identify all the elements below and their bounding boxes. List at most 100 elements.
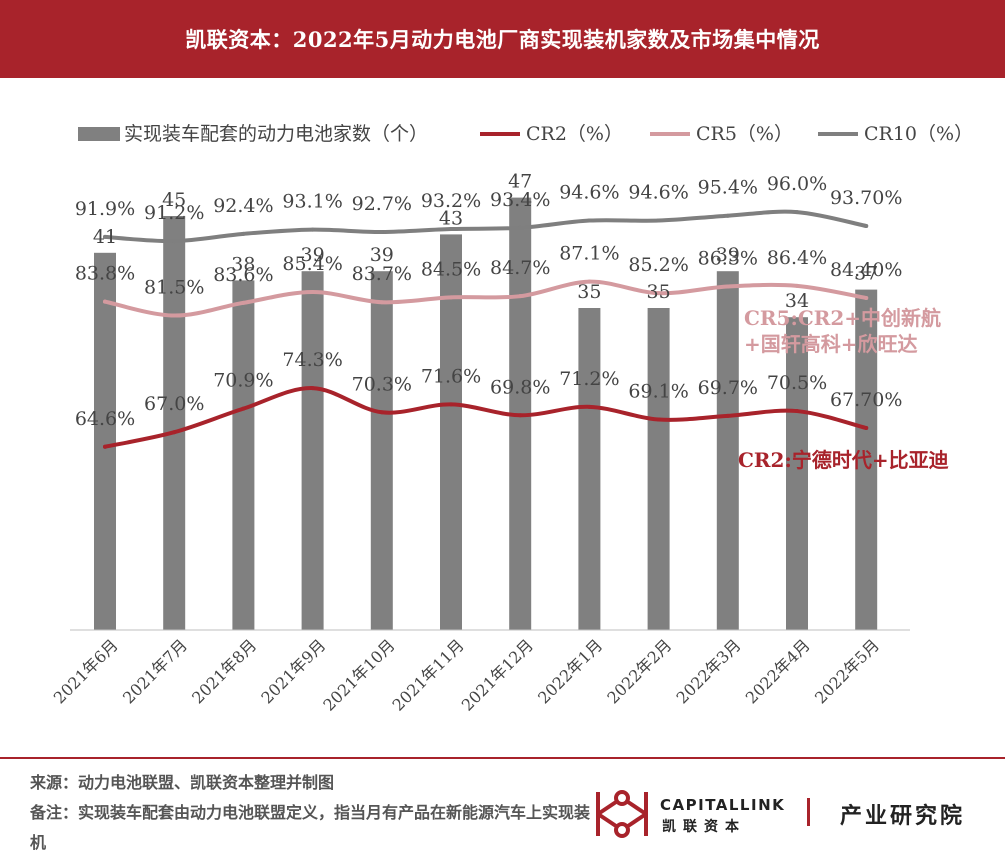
label-cr5-12: 84.40% <box>830 259 902 281</box>
remark-note: 备注：实现装车配套由动力电池联盟定义，指当月有产品在新能源汽车上实现装机 <box>30 803 591 852</box>
bar-4 <box>301 271 324 630</box>
bar-series <box>94 197 878 631</box>
point-cr10-4 <box>310 227 315 232</box>
bar-value-label-8: 35 <box>577 281 601 303</box>
point-cr10-11 <box>795 210 799 215</box>
bar-value-label-5: 39 <box>370 244 394 266</box>
label-cr2-1: 64.6% <box>75 408 135 430</box>
logo-divider <box>807 798 810 826</box>
label-cr2-6: 71.6% <box>421 365 481 387</box>
point-cr2-12 <box>864 426 869 430</box>
point-cr10-9 <box>656 218 661 223</box>
point-cr2-10 <box>725 413 730 418</box>
chart-title-banner: 凯联资本：2022年5月动力电池厂商实现装机家数及市场集中情况 <box>0 0 1005 78</box>
label-cr5-4: 85.4% <box>282 253 342 275</box>
logo-chinese-name: 凯联资本 <box>662 819 746 835</box>
label-cr10-5: 92.7% <box>352 193 412 215</box>
bar-value-label-11: 34 <box>785 290 809 312</box>
point-cr10-8 <box>587 218 592 223</box>
point-cr10-5 <box>379 230 384 235</box>
point-cr5-2 <box>172 313 177 318</box>
chart-title: 凯联资本：2022年5月动力电池厂商实现装机家数及市场集中情况 <box>185 27 820 52</box>
point-cr2-8 <box>587 404 592 409</box>
logo-institute-name: 产业研究院 <box>840 803 966 829</box>
point-cr5-7 <box>518 294 523 299</box>
label-cr5-10: 86.3% <box>698 248 758 270</box>
label-cr2-12: 67.70% <box>830 389 902 411</box>
point-cr10-6 <box>449 227 453 232</box>
label-cr10-4: 93.1% <box>282 191 342 213</box>
x-tick-9: 2022年2月 <box>603 635 675 707</box>
bar-value-label-2: 45 <box>162 189 186 211</box>
line-cr2 <box>103 386 869 449</box>
point-cr10-3 <box>241 231 246 236</box>
label-cr10-12: 93.70% <box>830 187 902 209</box>
bar-12 <box>855 289 878 630</box>
line-cr5 <box>103 279 869 318</box>
bar-value-label-7: 47 <box>508 171 532 193</box>
point-cr2-3 <box>241 406 246 411</box>
bar-value-label-10: 39 <box>716 244 740 266</box>
point-cr5-5 <box>379 300 384 305</box>
point-cr2-9 <box>656 417 661 422</box>
legend-label-bars: 实现装车配套的动力电池家数（个） <box>124 123 428 145</box>
bar-8 <box>578 308 601 630</box>
x-tick-2: 2021年7月 <box>119 635 191 707</box>
label-cr10-9: 94.6% <box>628 182 688 204</box>
label-cr10-10: 95.4% <box>698 177 758 199</box>
legend-label-cr5: CR5（%） <box>696 123 793 145</box>
footer-divider <box>0 757 1005 759</box>
data-labels: 41 45 38 39 39 43 47 35 35 39 34 37 64.6% 67.0% 70.9% 7… <box>75 171 903 430</box>
bar-value-label-3: 38 <box>231 253 255 275</box>
bar-3 <box>232 280 255 630</box>
x-tick-1: 2021年6月 <box>50 635 122 707</box>
point-cr5-12 <box>864 296 869 300</box>
point-cr5-11 <box>795 283 799 288</box>
label-cr2-8: 71.2% <box>559 368 619 390</box>
point-cr2-1 <box>103 444 107 449</box>
label-cr5-8: 87.1% <box>559 243 619 265</box>
x-tick-4: 2021年9月 <box>257 635 329 707</box>
line-series <box>103 209 869 449</box>
bar-11 <box>786 317 808 630</box>
point-cr2-11 <box>795 409 799 414</box>
label-cr2-9: 69.1% <box>628 381 688 403</box>
point-cr5-3 <box>241 300 246 305</box>
footer-notes: 来源：动力电池联盟、凯联资本整理并制图 备注：实现装车配套由动力电池联盟定义，指… <box>30 768 590 858</box>
bar-9 <box>647 308 670 630</box>
bar-value-label-4: 39 <box>301 244 325 266</box>
x-tick-7: 2021年12月 <box>458 635 537 714</box>
label-cr5-9: 85.2% <box>628 254 688 276</box>
point-cr2-7 <box>518 413 523 418</box>
point-cr5-8 <box>587 279 592 284</box>
bar-2 <box>163 216 186 630</box>
point-cr2-4 <box>310 386 315 391</box>
x-axis-ticks: 2021年6月2021年7月2021年8月2021年9月2021年10月2021… <box>50 635 883 714</box>
x-tick-3: 2021年8月 <box>188 635 260 707</box>
label-cr2-7: 69.8% <box>490 376 550 398</box>
bar-1 <box>94 252 116 631</box>
bar-6 <box>440 234 462 630</box>
label-cr2-4: 74.3% <box>282 349 342 371</box>
x-tick-6: 2021年11月 <box>389 635 468 714</box>
legend-label-cr2: CR2（%） <box>526 123 623 145</box>
label-cr5-2: 81.5% <box>144 277 204 299</box>
label-cr2-10: 69.7% <box>698 377 758 399</box>
point-cr10-12 <box>864 224 869 228</box>
bar-10 <box>716 271 739 630</box>
point-cr5-10 <box>725 284 730 289</box>
capitallink-emblem-icon <box>596 790 648 838</box>
bar-value-label-6: 43 <box>439 207 463 229</box>
label-cr5-6: 84.5% <box>421 258 481 280</box>
annotation-cr2: CR2:宁德时代+比亚迪 <box>738 448 949 472</box>
point-cr5-4 <box>310 289 315 294</box>
bar-5 <box>370 271 393 630</box>
point-cr2-5 <box>379 410 384 415</box>
label-cr5-3: 83.6% <box>213 264 273 286</box>
x-tick-8: 2022年1月 <box>534 635 606 707</box>
point-cr5-6 <box>449 295 453 300</box>
label-cr5-1: 83.8% <box>75 263 135 285</box>
point-cr10-1 <box>103 234 107 239</box>
source-note: 来源：动力电池联盟、凯联资本整理并制图 <box>30 773 335 792</box>
combo-chart: 实现装车配套的动力电池家数（个） CR2（%） CR5（%） CR10（%） 4… <box>50 123 973 715</box>
